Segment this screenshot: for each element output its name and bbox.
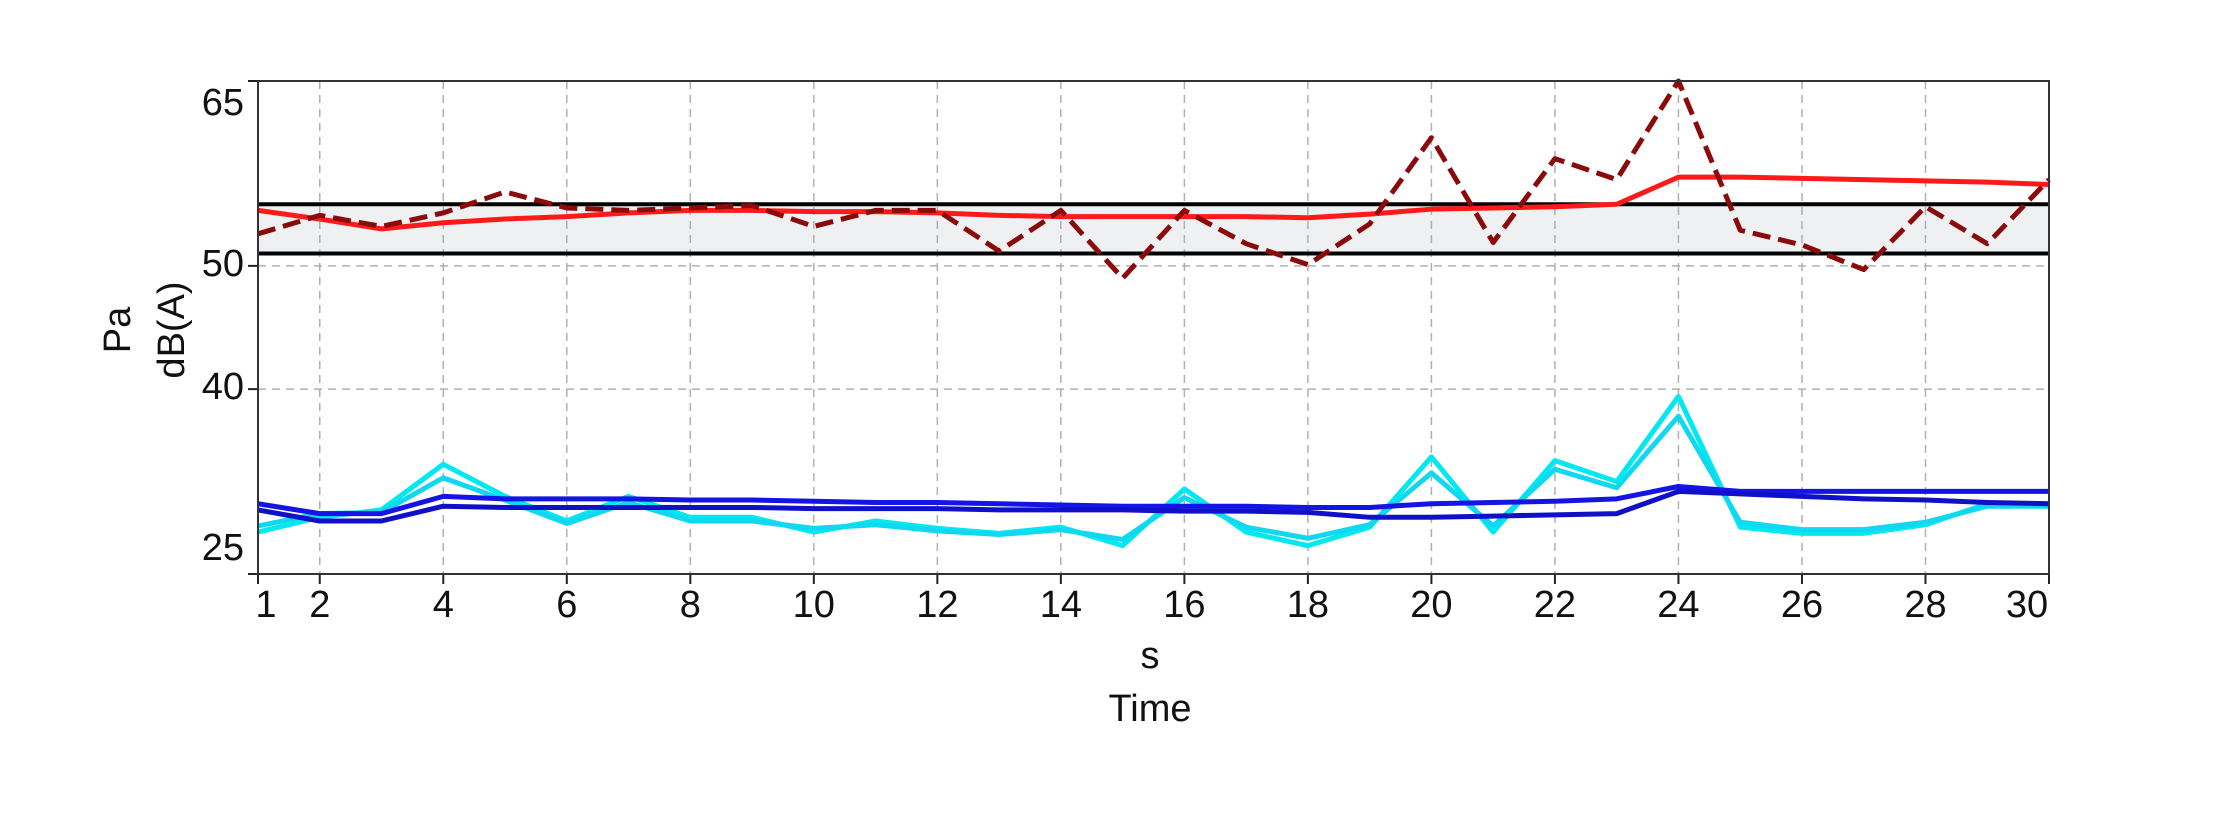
x-tick-label: 18 bbox=[1287, 584, 1329, 626]
y-tick-label: 25 bbox=[202, 527, 244, 569]
x-tick-label: 14 bbox=[1040, 584, 1082, 626]
x-tick-label: 4 bbox=[433, 584, 454, 626]
x-tick-label: 10 bbox=[793, 584, 835, 626]
x-tick-label: 12 bbox=[916, 584, 958, 626]
series-line bbox=[257, 483, 2049, 517]
x-tick-label: 1 bbox=[255, 584, 276, 626]
x-tick-label: 30 bbox=[2006, 584, 2048, 626]
x-tick-label: 16 bbox=[1163, 584, 1205, 626]
y-tick-label: 40 bbox=[202, 366, 244, 408]
series-line bbox=[257, 174, 2050, 232]
x-tick-label: 28 bbox=[1904, 584, 1946, 626]
x-tick-label: 2 bbox=[309, 584, 330, 626]
x-tick-label: 24 bbox=[1657, 584, 1699, 626]
series-line bbox=[257, 488, 2050, 524]
series-line bbox=[257, 413, 2049, 542]
reference-band bbox=[258, 204, 2049, 254]
x-tick-label: 22 bbox=[1534, 584, 1576, 626]
x-tick-label: 20 bbox=[1410, 584, 1452, 626]
y-tick-label: 50 bbox=[202, 243, 244, 285]
x-axis-title: Time bbox=[1108, 688, 1191, 730]
x-tick-label: 26 bbox=[1781, 584, 1823, 626]
plot-frame bbox=[257, 80, 2050, 575]
y-axis-title: dB(A) bbox=[151, 281, 193, 378]
y-units: Pa bbox=[97, 306, 139, 353]
x-tick-label: 8 bbox=[680, 584, 701, 626]
y-tick-label: 65 bbox=[202, 82, 244, 124]
x-units: s bbox=[1141, 635, 1160, 677]
x-tick-label: 6 bbox=[556, 584, 577, 626]
